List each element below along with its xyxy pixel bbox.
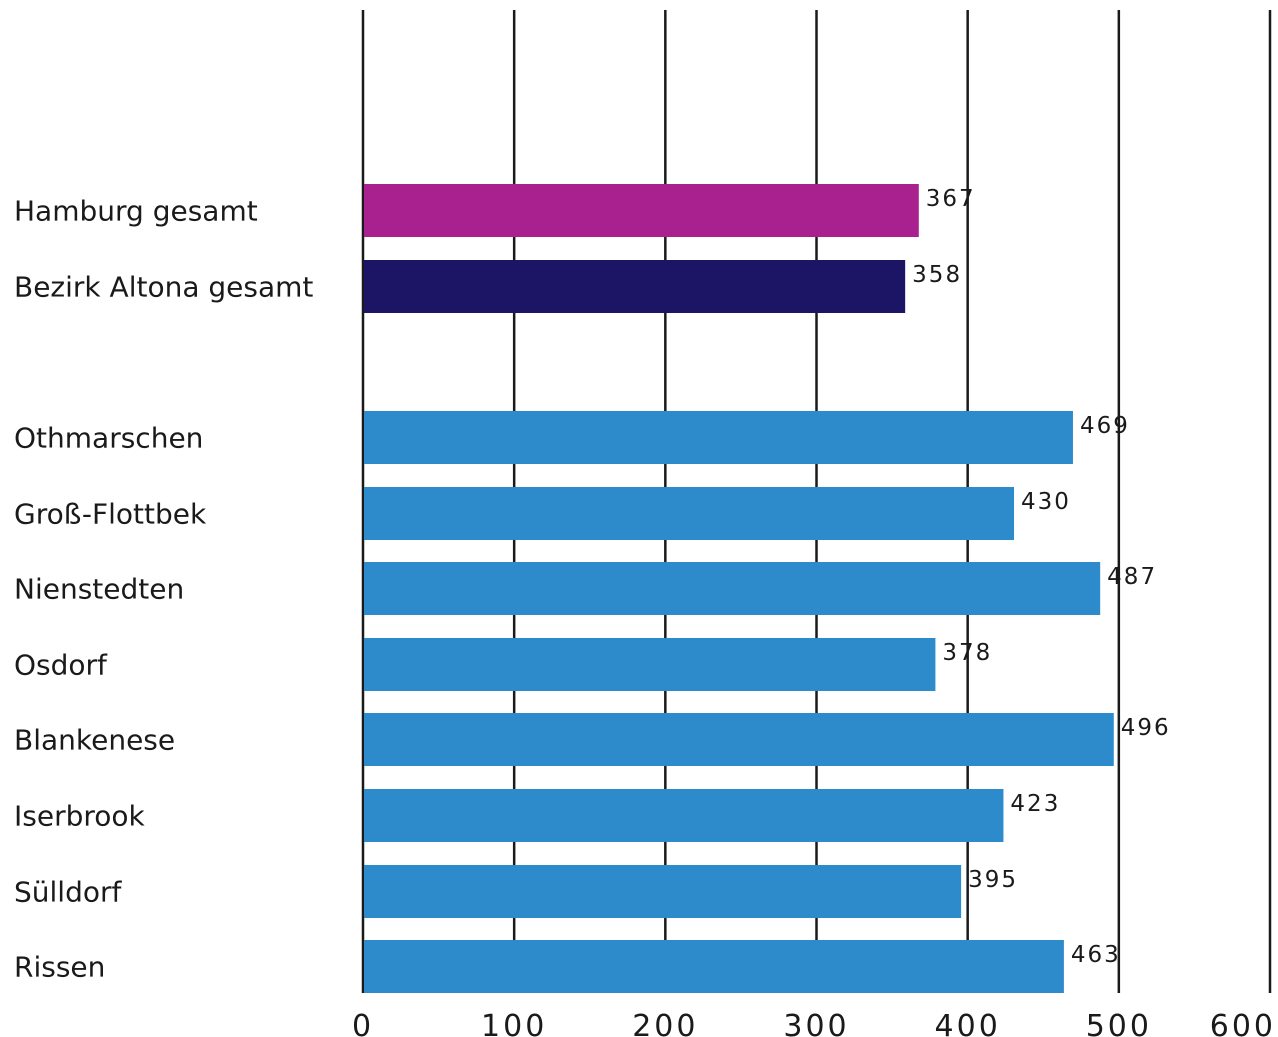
x-tick-label: 600	[1210, 1009, 1276, 1037]
value-label: 463	[1071, 942, 1121, 968]
bar	[364, 638, 936, 691]
category-label: Sülldorf	[14, 876, 122, 909]
value-label: 469	[1080, 413, 1130, 439]
bar	[364, 562, 1101, 615]
value-label: 395	[968, 867, 1018, 893]
value-label: 487	[1107, 564, 1157, 590]
category-label: Iserbrook	[14, 800, 146, 833]
category-label: Groß-Flottbek	[14, 498, 207, 531]
bar	[364, 713, 1114, 766]
bar	[364, 940, 1064, 993]
category-label: Othmarschen	[14, 422, 203, 455]
bars	[364, 184, 1114, 993]
x-tick-label: 100	[481, 1009, 547, 1037]
bar	[364, 865, 962, 918]
x-tick-label: 200	[632, 1009, 698, 1037]
category-label: Nienstedten	[14, 573, 184, 606]
category-label: Osdorf	[14, 649, 108, 682]
value-label: 358	[912, 262, 962, 288]
category-label: Hamburg gesamt	[14, 195, 258, 228]
value-label: 423	[1010, 791, 1060, 817]
x-tick-label: 400	[935, 1009, 1001, 1037]
bar	[364, 184, 919, 237]
bar	[364, 260, 906, 313]
bar	[364, 789, 1004, 842]
bar	[364, 411, 1073, 464]
labels: 0 100 200 300 400 500 600 Hamburg gesamt 367 Bezi…	[14, 186, 1276, 1037]
category-label: Rissen	[14, 951, 105, 984]
value-label: 367	[926, 186, 976, 212]
x-tick-label: 300	[783, 1009, 849, 1037]
x-tick-label: 0	[352, 1009, 374, 1037]
bar	[364, 487, 1015, 540]
value-label: 430	[1021, 489, 1071, 515]
value-label: 496	[1121, 715, 1171, 741]
x-tick-label: 500	[1086, 1009, 1152, 1037]
category-label: Bezirk Altona gesamt	[14, 271, 313, 304]
value-label: 378	[942, 640, 992, 666]
category-label: Blankenese	[14, 724, 175, 757]
